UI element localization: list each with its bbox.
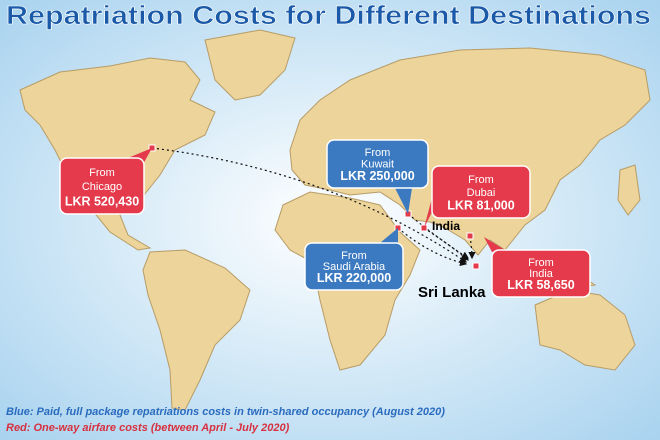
callout-pointer	[424, 198, 432, 228]
title: Repatriation Costs for Different Destina…	[6, 0, 651, 30]
location-marker	[466, 232, 474, 240]
callout-pointer	[395, 188, 412, 214]
sri-lanka-label: Sri Lanka	[418, 284, 486, 301]
callout-cost: LKR 58,650	[507, 278, 574, 292]
callout-cost: LKR 250,000	[340, 169, 414, 183]
callout-box	[59, 157, 145, 215]
callout-place: India	[529, 268, 554, 280]
callout-place: Dubai	[467, 187, 496, 199]
callout-from: From	[89, 167, 115, 179]
callout-box	[304, 242, 404, 291]
callout-cost: LKR 220,000	[317, 271, 391, 285]
route	[423, 227, 469, 261]
callout-pointer	[380, 228, 398, 243]
callout-cost: LKR 520,430	[65, 195, 139, 209]
callout-pointer	[128, 148, 152, 166]
callout-place: Saudi Arabia	[323, 261, 386, 273]
route	[151, 147, 467, 263]
callout-pointer	[484, 237, 505, 252]
callout: From Chicago LKR 520,430	[59, 148, 152, 215]
callout-box	[491, 249, 591, 298]
india-label: India	[432, 219, 460, 233]
callout-place: Kuwait	[361, 158, 394, 170]
routes	[151, 147, 476, 267]
location-marker	[472, 262, 480, 270]
callout-from: From	[528, 257, 554, 269]
callout-from: From	[468, 174, 494, 186]
legend-red: Red: One-way airfare costs (between Apri…	[6, 422, 290, 434]
route	[468, 235, 476, 260]
callout-box	[431, 165, 531, 219]
callout-place: Chicago	[82, 181, 122, 193]
callout-box	[326, 139, 429, 189]
callout-cost: LKR 81,000	[447, 199, 514, 213]
callout-from: From	[341, 250, 367, 262]
route	[397, 227, 468, 267]
callout-from: From	[365, 147, 391, 159]
legend-blue: Blue: Paid, full package repatriations c…	[6, 406, 445, 418]
